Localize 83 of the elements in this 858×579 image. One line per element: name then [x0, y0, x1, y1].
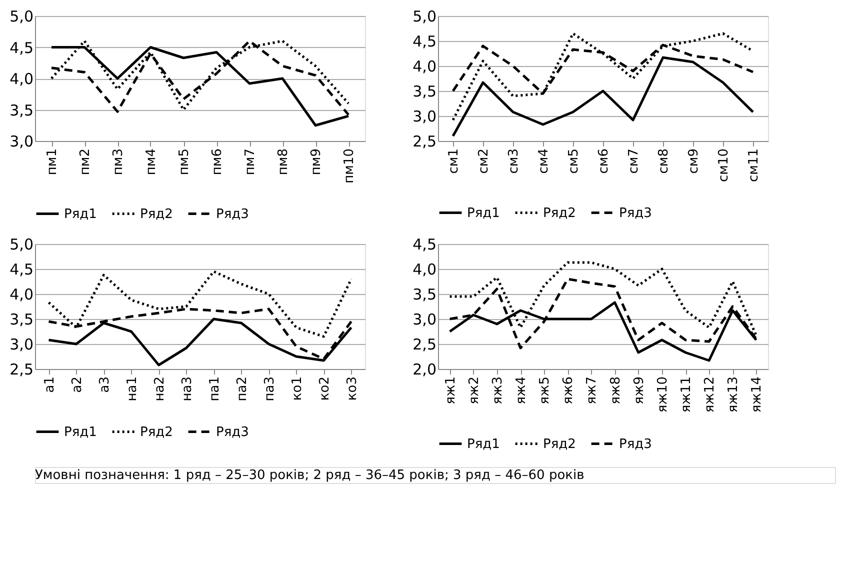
legend-label: Ряд2 [140, 424, 173, 440]
x-tick-label: пм4 [144, 148, 159, 176]
x-tick-label: на2 [152, 376, 168, 402]
x-tick-label: яж4 [514, 376, 529, 404]
y-tick-label: 3,0 [412, 310, 436, 328]
x-tick-label: яж11 [679, 376, 694, 413]
x-tick-label: пм3 [111, 148, 126, 176]
y-tick-label: 3,0 [412, 108, 436, 126]
x-tick-label: яж12 [702, 376, 718, 413]
x-tick-label: яж5 [538, 376, 553, 404]
x-tick-label: а1 [42, 376, 58, 393]
x-tick-label: см1 [446, 148, 462, 174]
x-tick-label: ко3 [344, 376, 360, 401]
y-tick-label: 3,5 [10, 101, 34, 120]
x-tick-label: см9 [686, 148, 702, 174]
y-tick-label: 2,5 [412, 132, 436, 150]
x-tick-label: а2 [70, 376, 85, 393]
x-tick-label: пм6 [210, 148, 225, 176]
y-tick-label: 3,5 [10, 310, 34, 328]
y-tick-label: 4,5 [412, 32, 436, 50]
x-tick-label: см6 [596, 148, 612, 174]
x-tick-label: яж7 [584, 376, 600, 404]
x-tick-label: пм9 [309, 148, 324, 176]
text: Умовні позначення: 1 ряд – 25–30 років; 2 ряд – 36–45 років; 3 ряд – 46–60 років [35, 468, 584, 483]
legend-label: Ряд2 [140, 206, 173, 222]
legend-label: Ряд3 [619, 206, 652, 221]
y-tick-label: 4,0 [412, 58, 436, 76]
legend-label: Ряд3 [216, 424, 249, 440]
x-tick-label: см5 [566, 148, 582, 174]
legend-label: Ряд3 [216, 206, 249, 222]
y-tick-label: 5,0 [10, 8, 34, 26]
y-tick-label: 5,0 [412, 8, 436, 26]
x-tick-label: яж13 [726, 376, 742, 413]
x-tick-label: пм7 [243, 148, 258, 176]
x-tick-label: яж9 [632, 376, 647, 404]
legend-label: Ряд1 [64, 206, 97, 222]
x-tick-label: см2 [476, 148, 492, 174]
legend-label: Ряд2 [543, 206, 576, 221]
x-tick-label: яж3 [490, 376, 506, 404]
x-tick-label: ко2 [317, 376, 332, 401]
x-tick-label: см8 [656, 148, 672, 174]
x-tick-label: па3 [262, 376, 278, 402]
x-tick-label: пм2 [78, 148, 93, 176]
legend-label: Ряд1 [467, 436, 500, 452]
y-tick-label: 5,0 [10, 236, 34, 254]
y-tick-label: 4,0 [10, 70, 34, 88]
x-tick-label: яж10 [655, 376, 670, 413]
x-tick-label: на3 [180, 376, 195, 402]
x-tick-label: пм5 [177, 148, 192, 176]
x-tick-label: а3 [97, 376, 112, 393]
x-tick-label: па1 [207, 376, 222, 402]
x-tick-label: яж2 [466, 376, 482, 404]
x-tick-label: см11 [746, 148, 762, 182]
x-tick-label: на1 [124, 376, 140, 402]
legend-label: Ряд1 [64, 424, 97, 440]
y-tick-label: 3,0 [10, 132, 34, 150]
y-tick-label: 4,5 [10, 38, 34, 57]
y-tick-label: 4,0 [10, 286, 34, 304]
x-tick-label: пм1 [45, 148, 60, 176]
legend-label: Ряд3 [619, 436, 652, 452]
x-tick-label: ко1 [290, 376, 305, 401]
x-tick-label: яж6 [561, 376, 576, 404]
legend-label: Ряд1 [467, 206, 500, 221]
x-tick-label: пм8 [276, 148, 291, 176]
x-tick-label: яж14 [750, 376, 765, 413]
y-tick-label: 2,5 [412, 336, 436, 354]
y-tick-label: 2,0 [412, 360, 436, 378]
y-tick-label: 4,5 [10, 260, 34, 278]
x-tick-label: см3 [506, 148, 522, 174]
x-tick-label: яж8 [608, 376, 624, 404]
y-tick-label: 3,0 [10, 336, 34, 354]
y-tick-label: 2,5 [10, 360, 34, 378]
x-tick-label: яж1 [443, 376, 458, 404]
x-tick-label: па2 [234, 376, 250, 402]
y-tick-label: 3,5 [412, 286, 436, 304]
x-tick-label: см10 [716, 148, 732, 182]
legend-label: Ряд2 [543, 436, 576, 452]
y-tick-label: 4,0 [412, 260, 436, 278]
y-tick-label: 4,5 [412, 236, 436, 254]
x-tick-label: см4 [536, 148, 552, 174]
y-tick-label: 3,5 [412, 82, 436, 100]
x-tick-label: см7 [626, 148, 642, 174]
x-tick-label: пм10 [342, 148, 357, 184]
